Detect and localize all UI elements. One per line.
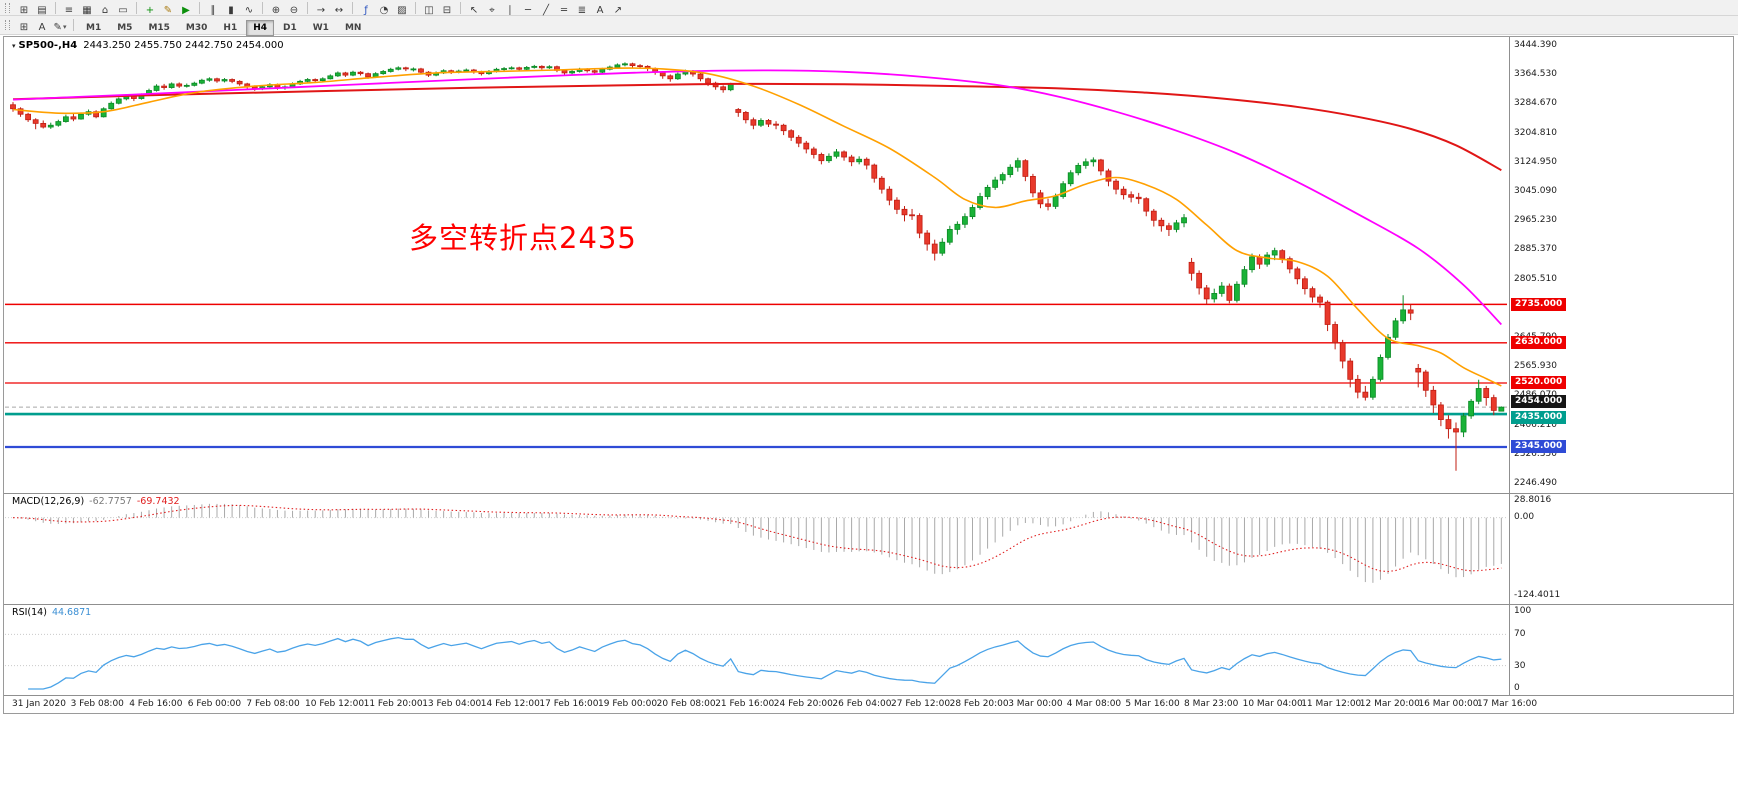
trendline-button[interactable]: ╱ (542, 4, 550, 16)
macd-layer (5, 503, 1507, 583)
toolbar-separator (307, 2, 308, 15)
new-order-button[interactable]: + (145, 4, 155, 16)
periods-button[interactable]: ◔ (379, 4, 389, 16)
toolbar-separator (136, 2, 137, 15)
templates-button[interactable]: ▨ (397, 4, 407, 16)
macd-signal-line (12, 504, 1502, 573)
styles-button[interactable]: ✎ ▾ (53, 22, 67, 34)
line-chart-button[interactable]: ∿ (244, 4, 254, 16)
timeframe-button-m15[interactable]: M15 (148, 22, 170, 33)
chevron-down-icon: ▾ (62, 23, 67, 32)
bar-chart-button[interactable]: ∥ (210, 4, 216, 16)
timeframes-toolbar: ⊞ A ✎ ▾ M1 M5 M15 M30 H1 H4 D1 W1 MN (0, 16, 1738, 36)
timeframe-button-m30[interactable]: M30 (185, 22, 208, 33)
arrow-button[interactable]: ↗ (613, 4, 623, 16)
navigator-button[interactable]: ⌂ (101, 4, 109, 16)
timeframe-button-m1[interactable]: M1 (86, 22, 102, 33)
metaeditor-button[interactable]: ✎ (163, 4, 173, 16)
zoom-out-button[interactable]: ⊖ (289, 4, 299, 16)
timeframe-button-h1[interactable]: H1 (223, 22, 238, 33)
data-window-button[interactable]: ▦ (82, 4, 92, 16)
standard-toolbar: ⊞ ▤ ≡ ▦ ⌂ ▭ + ✎ ▶ ∥ ▮ ∿ ⊕ ⊖ → ↔ ƒ ◔ ▨ ◫ ⊟ ↖ ⌖ ∣ ─ ╱ ═ ≣ A ↗ (0, 0, 1738, 16)
zoom-in-button[interactable]: ⊕ (271, 4, 281, 16)
moving-averages-layer (12, 67, 1502, 387)
candlestick-chart-button[interactable]: ▮ (228, 4, 234, 16)
chart-window[interactable]: ▾ SP500-,H4 2443.250 2455.750 2442.750 245… (3, 36, 1734, 714)
tile-windows-button[interactable]: ◫ (424, 4, 434, 16)
chart-shift-button[interactable]: ↔ (334, 4, 344, 16)
toolbar-separator (415, 2, 416, 15)
horizontal-line-button[interactable]: ─ (524, 4, 532, 16)
pane-separators (4, 37, 1733, 696)
market-watch-button[interactable]: ≡ (64, 4, 74, 16)
timeframe-button-w1[interactable]: W1 (312, 22, 329, 33)
toolbar-separator (460, 2, 461, 15)
crosshair-button[interactable]: ⌖ (489, 4, 495, 16)
autotrading-button[interactable]: ▶ (182, 4, 190, 16)
cascade-windows-button[interactable]: ⊟ (442, 4, 452, 16)
text-button[interactable]: A (596, 4, 604, 16)
timeframe-button-d1[interactable]: D1 (283, 22, 297, 33)
indicators-button[interactable]: ƒ (364, 4, 368, 16)
timeframe-button-h4[interactable]: H4 (246, 19, 274, 36)
annotation-text[interactable]: 多空转折点2435 (409, 221, 637, 255)
new-chart-button[interactable]: ⊞ (19, 4, 29, 16)
text-tool-button[interactable]: A (38, 22, 46, 34)
toolbar-separator (55, 2, 56, 15)
ma-fast-orange (12, 67, 1502, 387)
timeframe-button-m5[interactable]: M5 (117, 22, 133, 33)
fibonacci-button[interactable]: ≣ (577, 4, 587, 16)
rsi-layer (5, 633, 1507, 690)
toolbar-separator (352, 2, 353, 15)
ma-mid-magenta (12, 69, 1502, 326)
toolbar-grip[interactable] (5, 20, 10, 30)
toolbar-separator (199, 2, 200, 15)
price-chart-canvas[interactable] (4, 37, 1733, 713)
candles-layer (10, 62, 1505, 471)
rsi-line (28, 636, 1502, 690)
objects-button[interactable]: ⊞ (19, 22, 29, 34)
auto-scroll-button[interactable]: → (316, 4, 326, 16)
toolbar-separator (262, 2, 263, 15)
terminal-button[interactable]: ▭ (118, 4, 128, 16)
channel-button[interactable]: ═ (560, 4, 568, 16)
level-lines-layer (5, 303, 1507, 449)
timeframe-button-mn[interactable]: MN (344, 22, 362, 33)
ma-slow-red (12, 82, 1502, 172)
toolbar-grip[interactable] (5, 2, 10, 13)
cursor-button[interactable]: ↖ (469, 4, 479, 16)
chart-profiles-button[interactable]: ▤ (37, 4, 47, 16)
toolbar-separator (73, 19, 74, 31)
vertical-line-button[interactable]: ∣ (507, 4, 513, 16)
